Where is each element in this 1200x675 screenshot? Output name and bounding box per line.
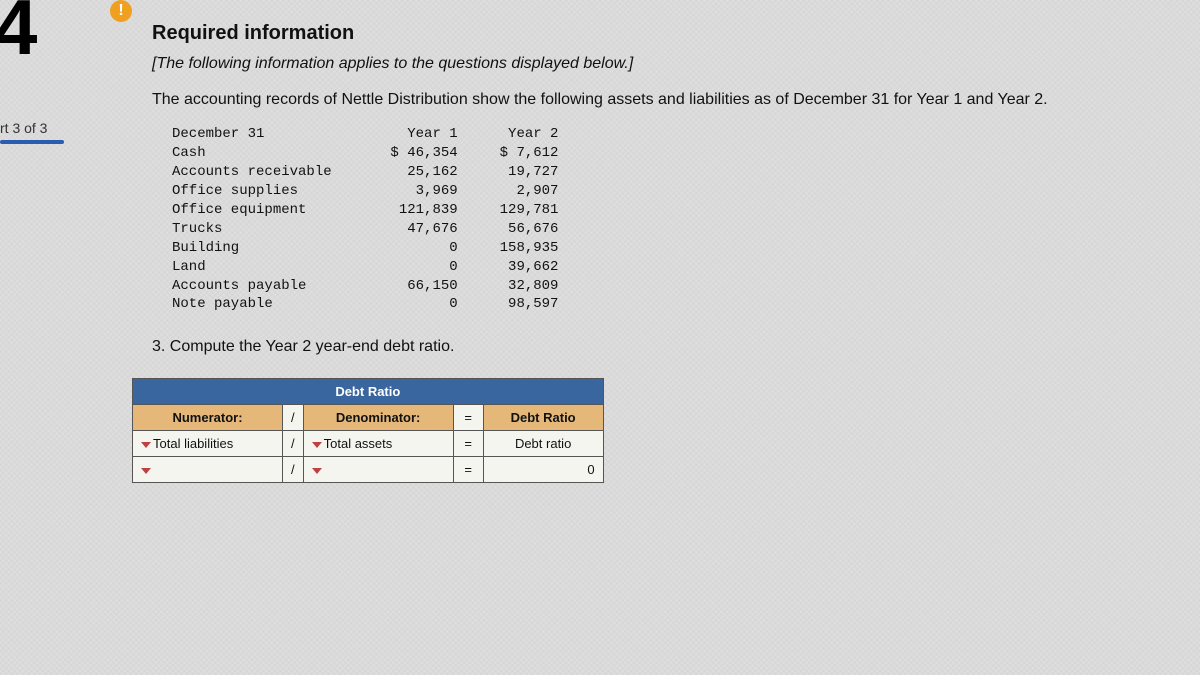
table-row: Accounts payable 66,150 32,809	[172, 277, 1180, 296]
alert-icon: !	[110, 0, 132, 22]
debt-ratio-title: Debt Ratio	[133, 379, 604, 405]
financial-data-table: December 31 Year 1 Year 2Cash $ 46,354 $…	[172, 125, 1180, 314]
slash-cell: /	[283, 457, 304, 483]
slash-header: /	[283, 405, 304, 431]
table-row: December 31 Year 1 Year 2	[172, 125, 1180, 144]
result-header: Debt Ratio	[483, 405, 603, 431]
part-label: rt 3 of 3	[0, 120, 47, 136]
table-row: Office supplies 3,969 2,907	[172, 182, 1180, 201]
dropdown-icon	[312, 442, 322, 448]
dropdown-icon	[141, 442, 151, 448]
denominator-dropdown[interactable]: Total assets	[303, 431, 453, 457]
table-row: Note payable 0 98,597	[172, 295, 1180, 314]
required-information-title: Required information	[152, 22, 1180, 45]
dropdown-icon	[141, 468, 151, 474]
table-row: Building 0 158,935	[172, 239, 1180, 258]
numerator-input[interactable]	[133, 457, 283, 483]
slash-cell: /	[283, 431, 304, 457]
table-row: Land 0 39,662	[172, 258, 1180, 277]
debt-ratio-table: Debt Ratio Numerator: / Denominator: = D…	[132, 378, 604, 483]
equals-header: =	[453, 405, 483, 431]
table-row: Office equipment 121,839 129,781	[172, 201, 1180, 220]
denominator-header: Denominator:	[303, 405, 453, 431]
result-label: Debt ratio	[483, 431, 603, 457]
denominator-input[interactable]	[303, 457, 453, 483]
equals-cell: =	[453, 431, 483, 457]
result-value: 0	[483, 457, 603, 483]
intro-text: The accounting records of Nettle Distrib…	[152, 89, 1162, 111]
numerator-dropdown[interactable]: Total liabilities	[133, 431, 283, 457]
equals-cell: =	[453, 457, 483, 483]
question-text: 3. Compute the Year 2 year-end debt rati…	[152, 338, 1180, 356]
table-row: Cash $ 46,354 $ 7,612	[172, 144, 1180, 163]
table-row: Trucks 47,676 56,676	[172, 220, 1180, 239]
part-progress-bar	[0, 140, 64, 144]
denominator-value: Total assets	[324, 436, 393, 451]
applies-note: [The following information applies to th…	[152, 55, 1180, 73]
question-number: 4	[0, 0, 37, 73]
numerator-header: Numerator:	[133, 405, 283, 431]
numerator-value: Total liabilities	[153, 436, 233, 451]
dropdown-icon	[312, 468, 322, 474]
table-row: Accounts receivable 25,162 19,727	[172, 163, 1180, 182]
content-area: Required information [The following info…	[152, 22, 1180, 483]
